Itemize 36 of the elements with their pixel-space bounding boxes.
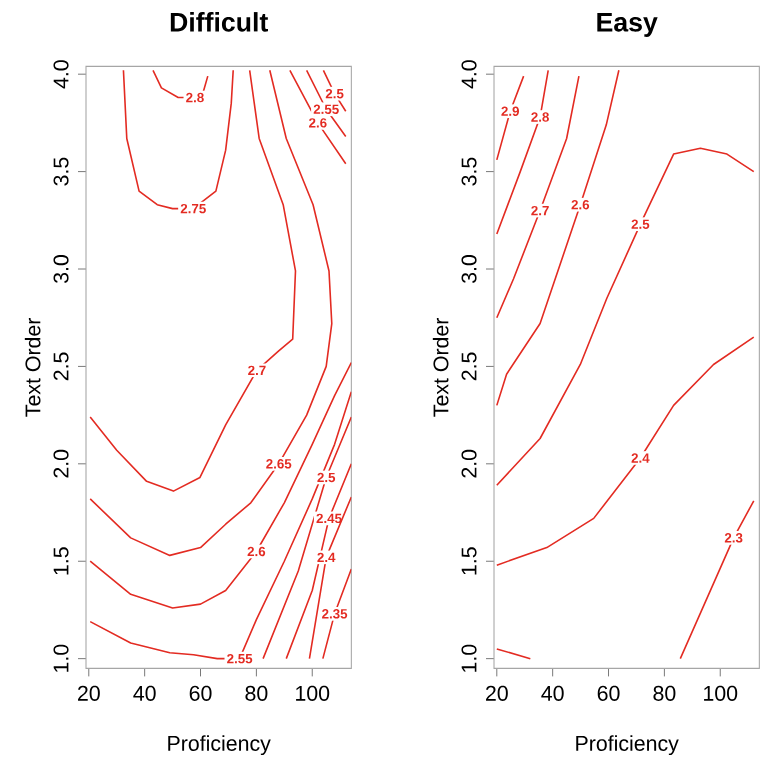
y-axis-title: Text Order [432, 317, 449, 417]
y-tick-label: 2.5 [53, 352, 69, 381]
x-tick-label: 100 [296, 685, 330, 701]
x-tick-label: 20 [78, 685, 100, 701]
y-tick-label: 3.0 [53, 255, 69, 284]
chart-title: Easy [597, 13, 658, 37]
y-tick-label: 1.0 [53, 644, 69, 672]
y-tick-label: 4.0 [461, 60, 477, 89]
y-tick-label: 4.0 [53, 60, 69, 89]
line-series [89, 69, 297, 492]
y-axis-title: Text Order [24, 317, 41, 417]
x-tick-label: 100 [704, 685, 738, 701]
line-series [89, 361, 352, 609]
line-series [496, 147, 755, 487]
x-axis-title: Proficiency [576, 735, 679, 756]
y-tick-label: 1.5 [461, 547, 477, 575]
y-tick-label: 3.5 [461, 157, 477, 186]
y-tick-label: 1.0 [461, 644, 477, 672]
y-tick-label: 2.0 [461, 449, 477, 478]
chart-title: Difficult [170, 12, 268, 32]
x-tick-label: 40 [541, 685, 564, 701]
x-tick-label: 60 [189, 685, 212, 701]
x-tick-label: 40 [133, 685, 156, 701]
line-series [496, 69, 620, 407]
x-axis-title: Proficiency [168, 735, 271, 756]
y-tick-label: 3.0 [461, 255, 477, 284]
y-tick-label: 2.5 [461, 352, 477, 381]
line-series [496, 69, 552, 235]
x-tick-label: 80 [653, 685, 676, 701]
x-tick-label: 80 [245, 685, 268, 701]
x-tick-label: 60 [597, 685, 620, 701]
y-tick-label: 2.0 [53, 449, 69, 478]
y-tick-label: 1.5 [53, 547, 69, 575]
y-tick-label: 3.5 [53, 157, 69, 186]
x-tick-label: 20 [486, 685, 508, 701]
line-series [496, 336, 755, 566]
